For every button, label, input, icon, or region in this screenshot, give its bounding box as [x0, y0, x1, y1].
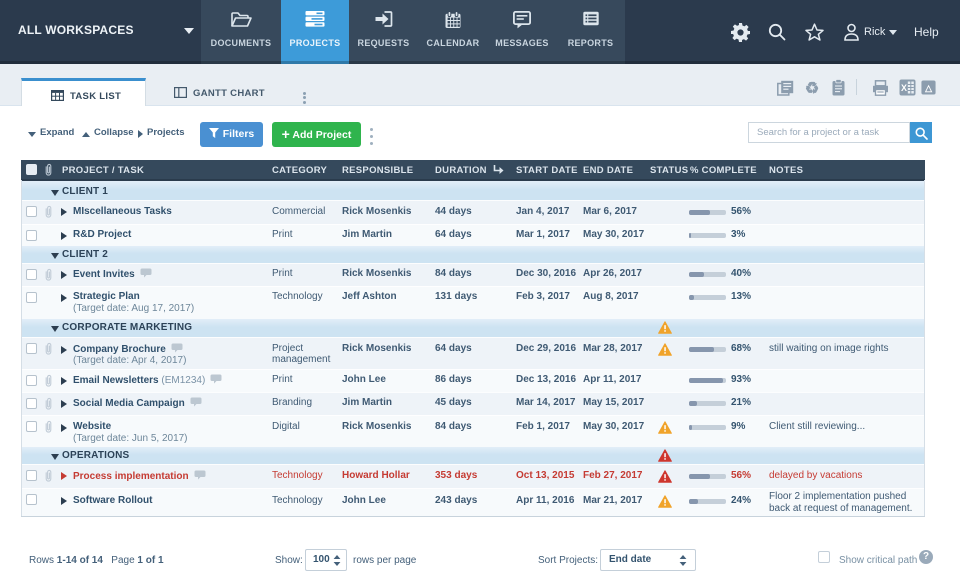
svg-text:X: X	[901, 83, 907, 93]
svg-text:△: △	[924, 83, 933, 93]
svg-text:♻: ♻	[805, 81, 819, 97]
